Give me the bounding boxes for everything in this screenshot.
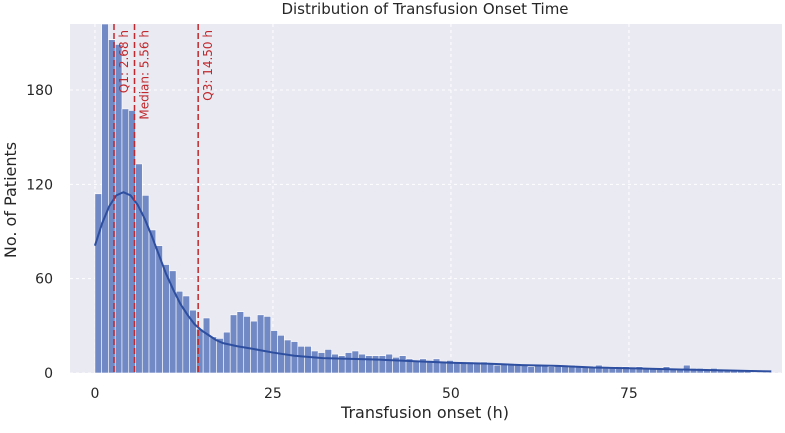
histogram-bar bbox=[243, 316, 251, 374]
y-tick-label: 180 bbox=[26, 83, 53, 99]
histogram-bar bbox=[155, 245, 163, 374]
histogram-bar bbox=[263, 316, 272, 374]
histogram-bar bbox=[358, 353, 366, 374]
histogram-bar bbox=[256, 314, 265, 374]
reference-lines: Q1: 2.68 h Median: 5.56 h Q3: 14.50 h bbox=[113, 24, 215, 373]
histogram-bar bbox=[561, 366, 569, 374]
histogram-bar bbox=[595, 364, 603, 374]
x-tick-label: 50 bbox=[442, 386, 460, 402]
y-tick-label: 60 bbox=[35, 272, 53, 288]
histogram-bar bbox=[101, 23, 109, 374]
histogram-bar bbox=[135, 163, 143, 374]
histogram-bar bbox=[284, 339, 292, 374]
reference-label: Median: 5.56 h bbox=[138, 30, 152, 120]
density-curve bbox=[93, 191, 772, 373]
histogram-bar bbox=[331, 353, 339, 374]
histogram-bar bbox=[196, 328, 204, 374]
histogram-bar bbox=[507, 364, 515, 374]
x-axis-label: Transfusion onset (h) bbox=[340, 403, 509, 422]
histogram-bar bbox=[344, 352, 353, 374]
histogram-bar bbox=[432, 358, 441, 374]
histogram-bar bbox=[371, 355, 380, 374]
histogram-bar bbox=[209, 336, 217, 374]
histogram-bar bbox=[311, 350, 319, 374]
histogram-bar bbox=[398, 355, 407, 374]
histogram-bar bbox=[236, 311, 245, 374]
histogram-bar bbox=[304, 345, 312, 374]
histogram-bar bbox=[317, 352, 326, 374]
histogram-bar bbox=[121, 108, 130, 374]
reference-label: Q1: 2.68 h bbox=[117, 30, 131, 93]
histogram-bar bbox=[297, 345, 305, 374]
axis-ticks: 0 25 50 75 0 60 120 180 bbox=[26, 83, 638, 402]
y-tick-label: 120 bbox=[26, 177, 53, 193]
histogram-bar bbox=[250, 320, 258, 374]
chart-title: Distribution of Transfusion Onset Time bbox=[281, 0, 568, 18]
histogram-bar bbox=[351, 350, 360, 374]
histogram-bar bbox=[473, 363, 481, 374]
y-axis-label: No. of Patients bbox=[1, 142, 20, 258]
histogram-bar bbox=[459, 363, 468, 374]
histogram-bar bbox=[520, 364, 529, 374]
x-tick-label: 0 bbox=[90, 386, 99, 402]
histogram-bar bbox=[290, 341, 299, 374]
histogram-bar bbox=[547, 366, 556, 374]
histogram-bar bbox=[493, 364, 502, 374]
x-tick-label: 75 bbox=[620, 386, 638, 402]
histogram-bar bbox=[223, 331, 231, 374]
histogram-bar bbox=[486, 363, 495, 374]
histogram-bar bbox=[385, 353, 393, 374]
histogram-bar bbox=[439, 361, 447, 374]
reference-label: Q3: 14.50 h bbox=[201, 30, 215, 101]
y-tick-label: 0 bbox=[44, 366, 53, 382]
histogram-bar bbox=[148, 229, 157, 374]
x-tick-label: 25 bbox=[264, 386, 282, 402]
histogram-bar bbox=[202, 317, 211, 374]
histogram-bar bbox=[601, 367, 610, 374]
histogram-bar bbox=[94, 193, 102, 374]
histogram-bar bbox=[527, 366, 535, 374]
histogram-bar bbox=[324, 349, 332, 374]
histogram-bar bbox=[378, 355, 387, 374]
